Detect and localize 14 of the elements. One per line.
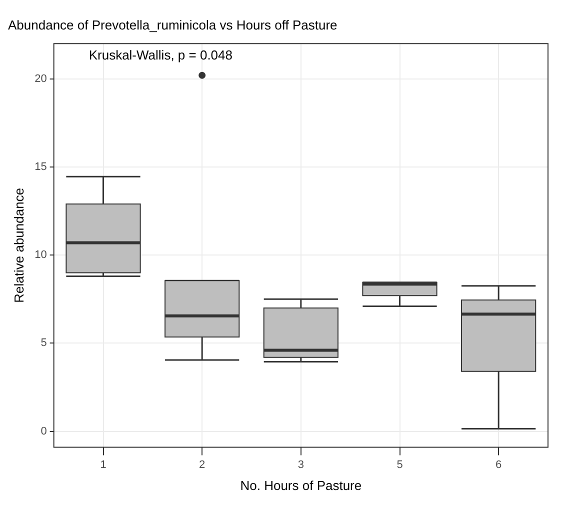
x-axis-title: No. Hours of Pasture xyxy=(240,478,362,493)
y-tick-label: 15 xyxy=(34,161,47,173)
y-tick-label: 20 xyxy=(34,72,47,85)
chart-title: Abundance of Prevotella_ruminicola vs Hours off Pasture xyxy=(8,17,338,32)
x-tick-label: 5 xyxy=(396,458,403,471)
x-tick-label: 3 xyxy=(298,458,304,471)
x-tick-label: 6 xyxy=(496,458,502,471)
y-tick-label: 5 xyxy=(40,337,47,350)
y-tick-label: 0 xyxy=(40,425,47,438)
annotation: Kruskal-Wallis, p = 0.048 xyxy=(88,48,233,63)
y-tick-label: 10 xyxy=(34,249,47,262)
x-tick-label: 2 xyxy=(199,458,206,471)
x-tick-label: 1 xyxy=(100,458,106,471)
y-axis-title: Relative abundance xyxy=(11,188,26,303)
